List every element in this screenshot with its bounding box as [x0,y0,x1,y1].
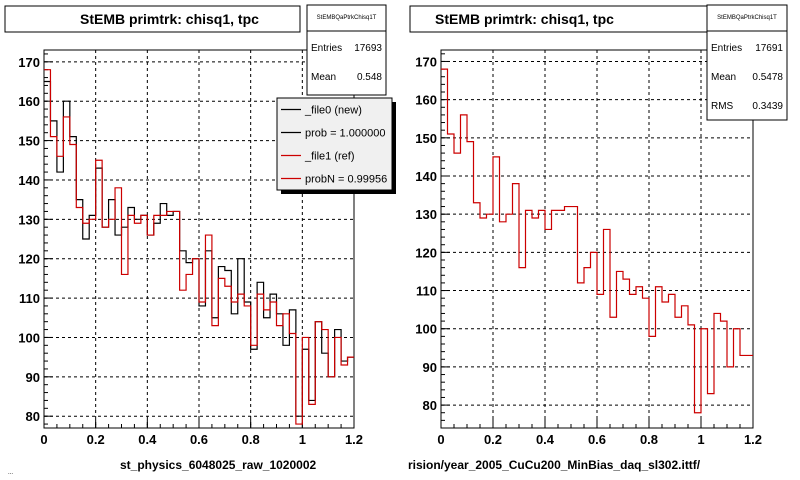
stats-value: 17691 [755,43,783,54]
chart-title: StEMB primtrk: chisq1, tpc [435,11,614,27]
chart-title: StEMB primtrk: chisq1, tpc [80,11,259,27]
stats-box [306,4,387,96]
legend-label: _file0 (new) [304,105,362,117]
y-tick-label: 150 [18,134,40,149]
histogram-series-line [44,69,354,425]
x-tick-label: 1 [299,432,306,447]
x-tick-label: 1.2 [744,432,762,447]
y-tick-label: 160 [18,94,40,109]
y-tick-label: 170 [18,55,40,70]
y-tick-label: 80 [26,409,40,424]
footer-note: ... [8,470,13,476]
y-tick-label: 80 [423,398,437,413]
x-tick-label: 1 [697,432,704,447]
stats-label: Entries [711,43,742,54]
y-tick-label: 140 [415,169,437,184]
x-tick-label: 0.6 [588,432,606,447]
x-tick-label: 0 [437,432,444,447]
x-tick-label: 1.2 [345,432,363,447]
y-tick-label: 110 [416,284,437,299]
left-histogram-panel: 0 0.2 0.4 0.6 0.8 1 1.2 80 90 100 110 120 130 140 150 1… [4,4,396,472]
x-tick-label: 0.8 [242,432,260,447]
legend-label: _file1 (ref) [304,151,355,163]
stats-header: StEMBQaPtrkChisq1T [317,15,377,21]
x-tick-label: 0.2 [484,432,502,447]
right-histogram-panel: 0 0.2 0.4 0.6 0.8 1 1.2 80 90 100 110 120 130 140 150 1… [408,4,788,472]
y-tick-label: 90 [26,370,40,385]
x-tick-label: 0 [40,432,47,447]
x-axis-label: st_physics_6048025_raw_1020002 [120,458,316,472]
y-tick-label: 100 [415,322,437,337]
x-axis-label: rision/year_2005_CuCu200_MinBias_daq_sl3… [408,458,701,472]
y-tick-label: 130 [18,212,40,227]
legend-label: probN = 0.99956 [305,174,387,186]
y-tick-label: 100 [18,330,40,345]
y-tick-label: 170 [415,54,437,69]
y-tick-label: 90 [423,360,437,375]
stats-label: Entries [311,43,342,54]
y-tick-label: 150 [415,131,437,146]
legend-label: prob = 1.000000 [305,128,385,140]
title-box [4,5,301,33]
y-tick-label: 110 [19,291,40,306]
x-tick-label: 0.2 [87,432,105,447]
stats-label: RMS [711,101,734,112]
histogram-series-line [441,68,753,414]
stats-header: StEMBQaPtrkChisq1T [717,15,777,21]
y-tick-label: 120 [18,252,40,267]
y-tick-label: 130 [415,207,437,222]
stats-box [706,4,788,121]
y-tick-label: 120 [415,245,437,260]
stats-label: Mean [711,72,736,83]
stats-value: 17693 [354,43,382,54]
x-tick-label: 0.4 [536,432,555,447]
title-box [409,5,709,33]
x-tick-label: 0.8 [640,432,658,447]
y-tick-label: 140 [18,173,40,188]
y-tick-label: 160 [415,93,437,108]
stats-value: 0.548 [357,72,382,83]
legend-box [276,97,393,191]
x-tick-label: 0.6 [190,432,208,447]
stats-label: Mean [311,72,336,83]
x-tick-label: 0.4 [138,432,157,447]
stats-value: 0.3439 [752,101,783,112]
stats-value: 0.5478 [752,72,783,83]
